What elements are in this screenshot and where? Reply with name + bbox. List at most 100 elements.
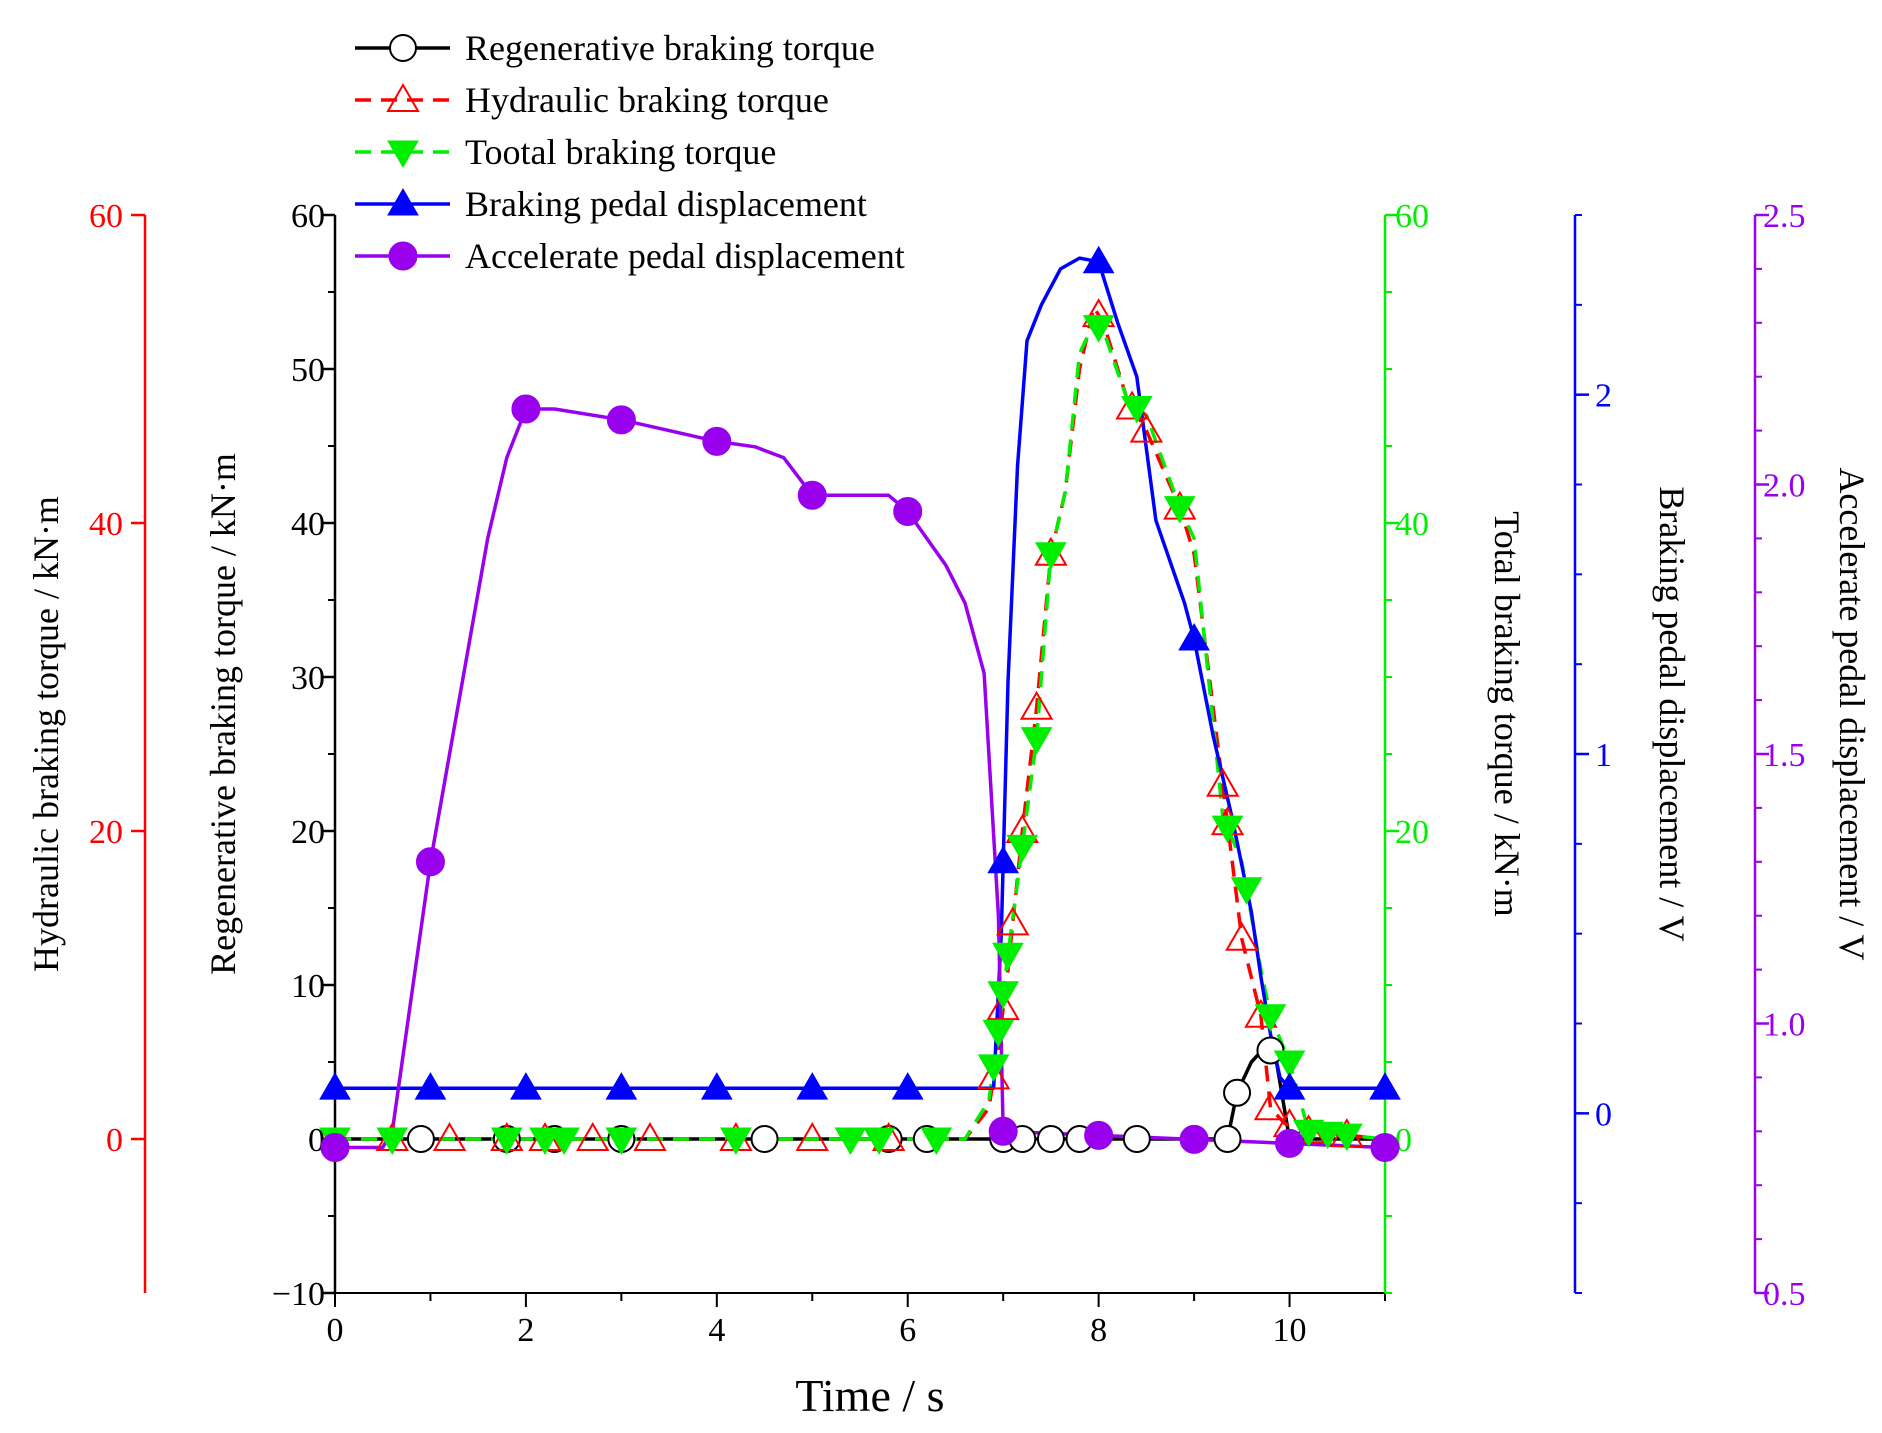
- series-marker-4: [1084, 1120, 1114, 1150]
- series-marker-1: [1225, 921, 1259, 951]
- series-marker-3: [1369, 1072, 1401, 1100]
- series-marker-0: [406, 1125, 435, 1153]
- series-marker-2: [1035, 542, 1067, 570]
- series-marker-2: [1254, 1004, 1287, 1032]
- legend-label-2: Tootal braking torque: [465, 132, 776, 172]
- total-tick-label: 20: [1395, 814, 1429, 851]
- legend-label-1: Hydraulic braking torque: [465, 80, 829, 120]
- x-axis-title: Time / s: [795, 1370, 944, 1421]
- series-marker-4: [606, 405, 636, 435]
- series-marker-2: [1163, 496, 1196, 524]
- regen-tick-label: 20: [291, 814, 325, 851]
- series-marker-3: [510, 1072, 542, 1100]
- series-marker-1: [976, 1060, 1011, 1090]
- accel-axis-title: Accelerate pedal displacement / V: [1832, 467, 1872, 960]
- legend: Regenerative braking torque Hydraulic bra…: [355, 28, 905, 276]
- series-marker-2: [1020, 727, 1053, 755]
- total-tick-label: 40: [1395, 506, 1429, 543]
- regen-axis-title: Regenerative braking torque / kN·m: [203, 453, 243, 975]
- series-marker-2: [1330, 1123, 1363, 1152]
- x-tick-label: 0: [327, 1312, 344, 1349]
- series-marker-2: [987, 981, 1020, 1009]
- markers-layer: [319, 245, 1401, 1162]
- series-marker-4: [1275, 1128, 1305, 1158]
- series-marker-2: [1082, 315, 1115, 343]
- brake-tick-label: 2: [1595, 378, 1612, 415]
- accel-tick-label: 0.5: [1763, 1276, 1806, 1313]
- hydraulic-tick-label: 20: [89, 814, 123, 851]
- x-tick-label: 2: [517, 1312, 534, 1349]
- series-marker-2: [992, 942, 1024, 971]
- series-marker-2: [1120, 396, 1153, 424]
- series-marker-0: [1036, 1125, 1065, 1153]
- series-marker-1: [995, 906, 1030, 936]
- series-marker-2: [920, 1127, 953, 1156]
- total-axis-title: Total braking torque / kN·m: [1487, 511, 1527, 916]
- series-marker-4: [320, 1132, 350, 1162]
- series-marker-4: [893, 496, 923, 526]
- regen-tick-label: 60: [291, 198, 325, 235]
- x-tick-label: 10: [1273, 1312, 1307, 1349]
- series-marker-0: [1256, 1036, 1285, 1065]
- series-layer: [335, 256, 1386, 1150]
- regen-tick-label: 30: [291, 660, 325, 697]
- series-marker-4: [988, 1116, 1018, 1146]
- series-marker-3: [319, 1072, 351, 1100]
- x-tick-label: 4: [708, 1312, 725, 1349]
- series-marker-1: [795, 1121, 830, 1151]
- series-marker-0: [1223, 1078, 1252, 1107]
- brake-tick-label: 1: [1595, 737, 1612, 774]
- brake-tick-label: 0: [1595, 1096, 1612, 1133]
- series-marker-1: [1205, 767, 1240, 797]
- series-marker-2: [1006, 834, 1039, 863]
- series-marker-4: [511, 394, 541, 424]
- legend-marker-0: [389, 34, 417, 62]
- legend-marker-2: [387, 140, 419, 169]
- series-marker-2: [1211, 815, 1244, 844]
- accel-tick-label: 2.5: [1763, 198, 1806, 235]
- series-marker-3: [987, 845, 1020, 874]
- legend-marker-3: [387, 187, 419, 216]
- series-marker-3: [605, 1072, 638, 1100]
- legend-label-3: Braking pedal displacement: [465, 184, 867, 224]
- series-marker-3: [891, 1072, 924, 1100]
- series-marker-0: [1122, 1125, 1151, 1153]
- legend-marker-4: [388, 241, 418, 271]
- accel-tick-label: 1.0: [1763, 1007, 1806, 1044]
- series-marker-1: [432, 1121, 467, 1151]
- regen-tick-label: 40: [291, 506, 325, 543]
- series-marker-2: [490, 1127, 523, 1156]
- series-marker-2: [1273, 1050, 1306, 1079]
- series-marker-3: [1273, 1072, 1306, 1100]
- series-marker-3: [1178, 623, 1210, 651]
- series-marker-4: [702, 426, 732, 456]
- series-line-2: [335, 321, 1386, 1141]
- series-marker-3: [414, 1072, 447, 1100]
- series-marker-3: [1082, 245, 1115, 274]
- series-marker-0: [1213, 1125, 1242, 1153]
- x-tick-label: 6: [899, 1312, 916, 1349]
- series-marker-2: [548, 1127, 580, 1156]
- legend-label-0: Regenerative braking torque: [465, 28, 875, 68]
- accel-tick-label: 1.5: [1763, 737, 1806, 774]
- brake-axis-title: Braking pedal displacement / V: [1652, 486, 1692, 941]
- hydraulic-tick-label: 40: [89, 506, 123, 543]
- hydraulic-tick-label: 0: [106, 1122, 123, 1159]
- series-marker-1: [1129, 413, 1164, 443]
- series-marker-4: [797, 480, 827, 510]
- series-marker-2: [863, 1127, 895, 1156]
- legend-marker-1: [386, 82, 420, 112]
- series-line-1: [335, 305, 1386, 1141]
- series-marker-4: [1179, 1124, 1209, 1154]
- regen-tick-label: 10: [291, 968, 325, 1005]
- total-tick-label: 60: [1395, 198, 1429, 235]
- series-marker-2: [834, 1127, 867, 1156]
- series-line-3: [335, 256, 1385, 1090]
- series-marker-2: [376, 1127, 409, 1156]
- series-marker-2: [977, 1054, 1010, 1082]
- hydraulic-tick-label: 60: [89, 198, 123, 235]
- accel-tick-label: 2.0: [1763, 468, 1806, 505]
